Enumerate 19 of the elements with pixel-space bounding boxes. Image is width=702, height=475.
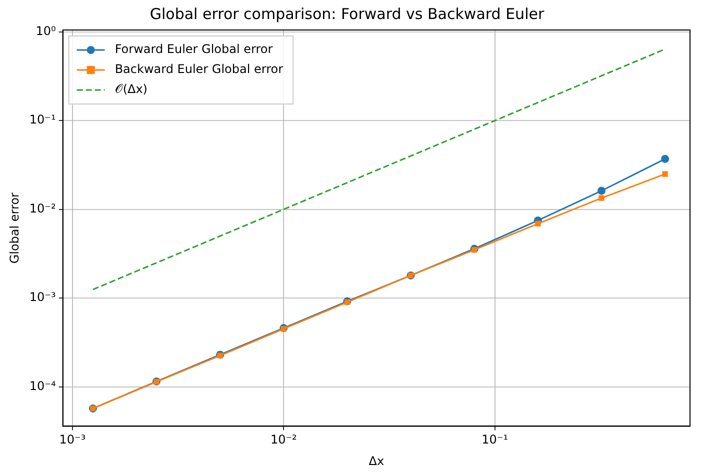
point (598, 195, 604, 201)
y-tick-label: 10⁻¹ (29, 112, 56, 127)
y-tick-label: 10⁰ (36, 24, 56, 38)
point (597, 186, 606, 195)
point (535, 220, 541, 226)
legend-label: Backward Euler Global error (114, 62, 284, 76)
y-tick-label: 10⁻³ (29, 290, 56, 304)
x-axis-title: Δx (368, 454, 384, 468)
x-tick-label: 10⁻³ (59, 432, 86, 447)
chart-title: Global error comparison: Forward vs Backward Euler (150, 4, 545, 23)
y-tick-label: 10⁻² (29, 201, 56, 216)
legend-label: 𝒪(Δx) (114, 82, 148, 96)
point (662, 171, 668, 177)
y-axis-title: Global error (7, 192, 22, 264)
x-tick-label: 10⁻¹ (482, 432, 508, 447)
point (661, 154, 670, 163)
y-tick-label: 10⁻⁴ (29, 378, 56, 393)
x-tick-label: 10⁻² (270, 432, 298, 447)
legend-label: Forward Euler Global error (114, 42, 273, 56)
